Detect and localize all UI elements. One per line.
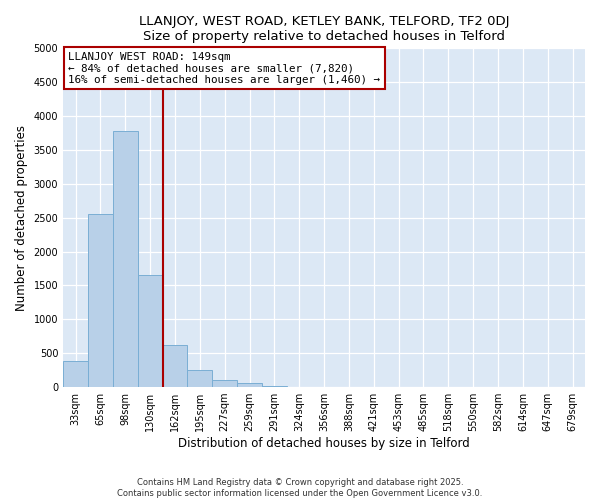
Bar (113, 131, 138, 387)
X-axis label: Distribution of detached houses by size in Telford: Distribution of detached houses by size … (178, 437, 470, 450)
Bar (63, 360, 88, 387)
Text: LLANJOY WEST ROAD: 149sqm
← 84% of detached houses are smaller (7,820)
16% of se: LLANJOY WEST ROAD: 149sqm ← 84% of detac… (68, 52, 380, 85)
Bar (212, 380, 237, 387)
Bar (187, 370, 212, 387)
Text: Contains HM Land Registry data © Crown copyright and database right 2025.
Contai: Contains HM Land Registry data © Crown c… (118, 478, 482, 498)
Bar (237, 384, 262, 387)
Bar (138, 276, 163, 387)
Bar (163, 345, 187, 387)
Y-axis label: Number of detached properties: Number of detached properties (15, 124, 28, 310)
Title: LLANJOY, WEST ROAD, KETLEY BANK, TELFORD, TF2 0DJ
Size of property relative to d: LLANJOY, WEST ROAD, KETLEY BANK, TELFORD… (139, 15, 509, 43)
Bar (262, 386, 287, 387)
Bar (88, 214, 113, 387)
